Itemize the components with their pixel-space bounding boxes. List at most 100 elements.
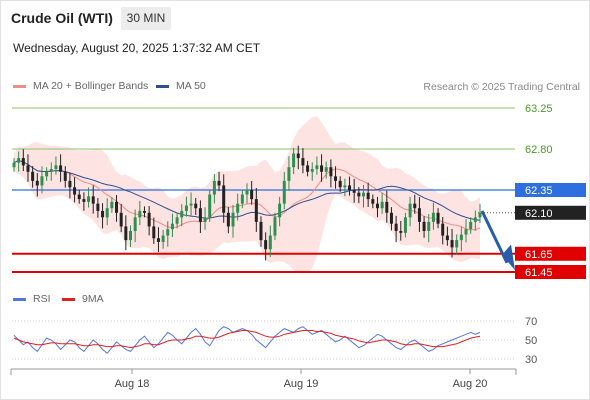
current-price-label: 62.10 bbox=[525, 208, 553, 220]
candle-body bbox=[26, 165, 30, 172]
candle-body bbox=[73, 187, 77, 195]
candle-body bbox=[124, 226, 128, 241]
candle-body bbox=[115, 201, 119, 213]
candle-body bbox=[156, 238, 160, 242]
pivot-label-bg bbox=[515, 183, 586, 197]
resistance-label-2: 62.80 bbox=[525, 144, 553, 156]
candle-body bbox=[161, 235, 165, 242]
candle-body bbox=[478, 212, 482, 218]
candle-body bbox=[385, 201, 389, 213]
candle-body bbox=[413, 203, 417, 209]
candle-body bbox=[380, 201, 384, 209]
legend-ma50: MA 50 bbox=[156, 80, 206, 92]
candle-body bbox=[245, 190, 249, 195]
x-axis-label: Aug 18 bbox=[115, 378, 150, 390]
support-label-2-bg bbox=[515, 265, 586, 279]
candle-body bbox=[110, 201, 114, 209]
candle-body bbox=[287, 167, 291, 181]
candle-body bbox=[180, 210, 184, 218]
candle-body bbox=[464, 229, 468, 235]
candle-body bbox=[455, 240, 459, 248]
resistance-label-1: 63.25 bbox=[525, 103, 553, 115]
candle-body bbox=[119, 212, 123, 227]
candle-body bbox=[315, 165, 319, 170]
candle-body bbox=[203, 217, 207, 222]
candle-body bbox=[259, 221, 263, 241]
candle-body bbox=[49, 169, 53, 172]
candle-body bbox=[231, 212, 235, 227]
legend-ma20: MA 20 + Bollinger Bands bbox=[13, 80, 148, 92]
candle-body bbox=[403, 217, 407, 233]
candle-body bbox=[91, 196, 95, 204]
candle-body bbox=[264, 240, 268, 250]
legend-rsi-label: RSI bbox=[33, 293, 51, 305]
candle-body bbox=[21, 158, 25, 166]
legend-9ma: 9MA bbox=[62, 293, 104, 305]
candle-body bbox=[441, 223, 445, 236]
candle-body bbox=[357, 192, 361, 197]
candle-body bbox=[82, 199, 86, 202]
candle-body bbox=[445, 235, 449, 241]
candle-body bbox=[399, 231, 403, 233]
candle-body bbox=[254, 199, 258, 222]
candle-body bbox=[198, 208, 202, 222]
candle-body bbox=[371, 199, 375, 204]
support-label-2: 61.45 bbox=[525, 267, 553, 279]
candle-body bbox=[273, 217, 277, 236]
candle-body bbox=[310, 169, 314, 172]
candle-body bbox=[394, 223, 398, 231]
candle-body bbox=[250, 190, 254, 200]
candle-body bbox=[147, 212, 151, 227]
candle-body bbox=[217, 180, 221, 186]
timeframe-button[interactable]: 30 MIN bbox=[121, 7, 171, 30]
x-axis-label: Aug 20 bbox=[453, 378, 488, 390]
candle-body bbox=[301, 158, 305, 166]
candle-body bbox=[222, 185, 226, 213]
legend-ma20-swatch bbox=[13, 84, 26, 88]
pivot-label: 62.35 bbox=[525, 185, 553, 197]
candle-body bbox=[68, 180, 72, 188]
candle-body bbox=[343, 185, 347, 188]
candle-body bbox=[338, 180, 342, 188]
candle-body bbox=[366, 192, 370, 200]
candle-body bbox=[170, 223, 174, 230]
price-labels: 63.25 62.80 62.35 62.10 61.65 61.45 bbox=[515, 103, 586, 279]
candle-body bbox=[101, 210, 105, 218]
candle-body bbox=[362, 192, 365, 197]
candle-body bbox=[31, 171, 35, 181]
candle-body bbox=[436, 212, 440, 224]
legend-ma20-label: MA 20 + Bollinger Bands bbox=[33, 80, 149, 92]
candle-body bbox=[105, 208, 109, 218]
legend-ma50-label: MA 50 bbox=[176, 80, 206, 92]
research-credit: Research © 2025 Trading Central bbox=[423, 81, 580, 93]
legend-9ma-swatch bbox=[62, 297, 75, 301]
x-axis: Aug 18 Aug 19 Aug 20 bbox=[10, 368, 517, 390]
candle-body bbox=[63, 171, 67, 181]
candle-body bbox=[348, 185, 352, 190]
candle-body bbox=[236, 203, 240, 213]
candle-body bbox=[427, 221, 431, 231]
candle-body bbox=[389, 212, 393, 224]
forecast-arrow bbox=[480, 210, 515, 271]
candle-body bbox=[77, 194, 81, 200]
support-label-1-bg bbox=[515, 246, 586, 261]
candle-body bbox=[87, 196, 91, 202]
candle-body bbox=[422, 221, 426, 231]
rsi-panel: 70 50 30 bbox=[12, 316, 537, 366]
candle-body bbox=[459, 234, 463, 241]
instrument-title: Crude Oil (WTI) bbox=[11, 10, 113, 26]
legend-ma50-swatch bbox=[156, 84, 169, 88]
candle-body bbox=[175, 217, 179, 224]
candle-body bbox=[268, 235, 272, 250]
candle-body bbox=[282, 180, 286, 204]
candle-body bbox=[212, 180, 216, 195]
candle-body bbox=[166, 229, 170, 236]
candle-body bbox=[129, 231, 132, 241]
candle-body bbox=[133, 217, 137, 231]
candle-body bbox=[35, 180, 39, 186]
candle-body bbox=[306, 165, 310, 172]
rsi-tick-label: 70 bbox=[525, 316, 537, 328]
candle-body bbox=[184, 205, 188, 211]
support-label-1: 61.65 bbox=[525, 249, 553, 261]
